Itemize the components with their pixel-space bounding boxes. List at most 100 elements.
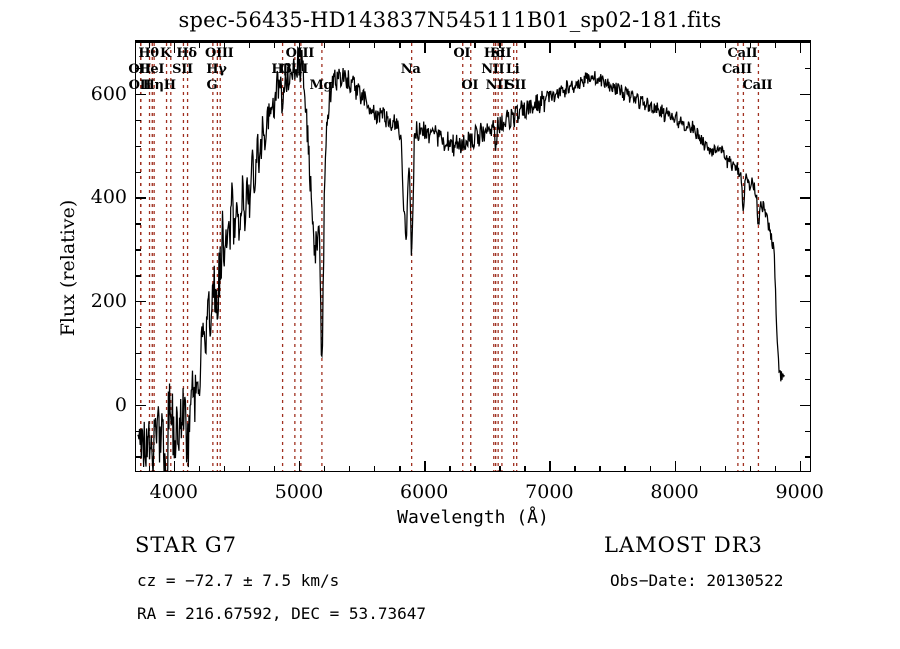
x-tick [349,466,351,472]
line-id-label: SII [172,62,193,77]
line-id-label: OI [453,46,471,61]
line-id-label: G [206,78,218,93]
x-tick [799,461,802,472]
line-id-label: Mg [309,78,333,93]
x-tick [399,466,401,472]
x-tick-top [374,42,376,48]
footer-obs-date: Obs−Date: 20130522 [610,571,784,590]
x-tick [173,461,176,472]
line-id-label: OIII [205,46,234,61]
y-tick [135,171,141,173]
x-tick-top [599,42,601,48]
x-tick [699,466,701,472]
line-id-label: CaII [727,46,758,61]
y-tick [135,197,146,199]
plot-frame [135,42,811,472]
line-id-label: H [163,78,176,93]
spectrum-canvas [137,43,785,471]
x-tick-top [324,42,326,48]
line-id-label: CaII [742,78,773,93]
x-tick [724,466,726,472]
line-id-label: NII [485,78,509,93]
y-tick-right [805,378,811,381]
x-tick-label: 4000 [149,481,198,503]
y-tick-right [805,326,811,329]
y-tick [135,378,141,381]
y-tick-right [805,67,811,70]
y-tick-right [800,301,811,303]
line-id-label: Hθ [138,46,159,61]
line-id-label: SII [490,46,512,61]
y-tick-right [805,456,811,458]
y-tick [135,352,141,355]
line-id-label: Li [505,62,520,77]
y-tick-right [805,42,811,44]
x-tick-top [148,42,151,48]
x-axis-title: Wavelength (Å) [397,507,549,528]
y-tick-right [805,223,811,225]
line-id-label: Hη [142,78,164,93]
x-tick-label: 6000 [399,481,449,503]
line-id-label: OIII [285,46,315,61]
x-tick-label: 7000 [525,481,574,503]
y-tick [135,430,141,432]
line-id-label: OIII [279,62,309,77]
x-tick [774,466,777,472]
line-id-label: HeI [138,62,165,77]
footer-cz: cz = −72.7 ± 7.5 km/s [137,571,340,590]
x-tick-top [799,42,802,53]
y-tick-right [800,404,811,407]
footer-object-class: STAR G7 [135,533,238,557]
line-id-label: Hγ [206,62,227,77]
y-tick [135,275,141,277]
y-tick-label: 600 [90,82,127,105]
y-tick [135,456,141,458]
x-tick [649,466,651,472]
y-tick [135,249,141,251]
line-id-label: SII [505,78,527,93]
title-underline [135,40,811,42]
x-tick [298,461,301,472]
x-tick-label: 9000 [775,481,824,503]
x-tick-top [624,42,626,48]
x-tick [674,461,676,472]
x-tick [524,466,526,472]
y-tick-label: 200 [90,290,127,313]
x-tick-top [449,42,451,48]
line-id-label: CaII [722,62,752,77]
x-tick-top [474,42,476,48]
y-tick-right [805,249,811,251]
line-id-label: OII [128,62,151,77]
x-tick [273,466,276,472]
x-tick [499,466,501,472]
x-tick-label: 5000 [274,481,324,503]
y-tick-right [805,352,811,355]
x-tick-top [173,42,176,53]
y-tick [135,93,146,96]
x-tick-top [273,42,276,48]
x-tick [324,466,326,472]
y-tick [135,67,141,70]
x-tick-top [399,42,401,48]
x-tick-top [198,42,201,48]
footer-coords: RA = 216.67592, DEC = 53.73647 [137,604,426,623]
page-title: spec-56435-HD143837N545111B01_sp02-181.f… [178,8,722,32]
x-tick-top [574,42,576,48]
y-tick-label: 0 [114,393,127,416]
footer-survey: LAMOST DR3 [604,533,763,557]
x-tick-top [349,42,351,48]
x-tick [599,466,601,472]
x-tick [624,466,626,472]
y-tick-right [800,93,811,96]
y-tick-right [805,145,811,147]
x-tick-top [424,42,426,53]
y-tick [135,326,141,329]
y-tick-label: 400 [90,186,127,209]
y-tick-right [805,119,811,122]
x-tick [549,461,551,472]
x-tick [148,466,151,472]
x-tick [223,466,226,472]
y-tick [135,404,146,407]
x-tick [474,466,476,472]
